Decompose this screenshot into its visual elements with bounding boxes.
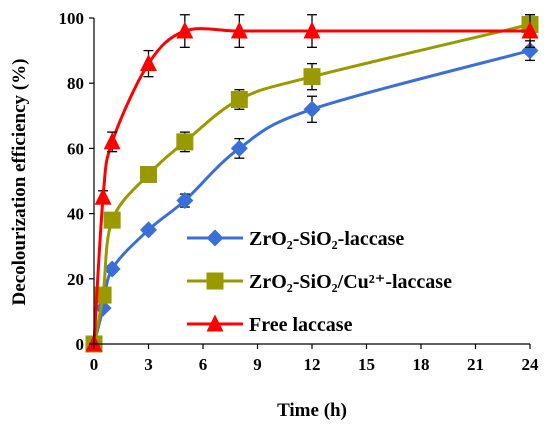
data-point xyxy=(176,133,194,151)
x-tick-label: 12 xyxy=(304,355,321,374)
plot-area xyxy=(85,14,539,353)
data-point xyxy=(176,192,194,210)
data-point xyxy=(521,42,539,60)
data-point xyxy=(303,68,321,86)
legend-label: Free laccase xyxy=(249,314,353,336)
data-point xyxy=(230,21,248,39)
data-point xyxy=(103,132,121,150)
x-tick-label: 15 xyxy=(358,355,375,374)
legend-marker xyxy=(206,272,224,290)
data-point xyxy=(140,165,157,183)
data-point xyxy=(103,211,121,229)
legend-label: ZrO₂-SiO₂-laccase xyxy=(249,228,404,250)
y-axis-title: Decolourization efficiency (%) xyxy=(9,59,30,306)
x-tick-label: 9 xyxy=(253,355,262,374)
data-point xyxy=(521,21,539,39)
data-point xyxy=(230,139,248,157)
y-tick-label: 40 xyxy=(67,205,84,224)
legend-marker xyxy=(206,314,224,332)
x-tick-label: 6 xyxy=(199,355,208,374)
data-point xyxy=(303,100,321,118)
data-point xyxy=(176,21,194,39)
legend-marker xyxy=(206,229,224,247)
x-tick-label: 21 xyxy=(467,355,484,374)
legend-label: ZrO₂-SiO₂/Cu²⁺-laccase xyxy=(249,271,452,293)
data-point xyxy=(103,260,121,278)
series-free-laccase xyxy=(85,14,539,352)
data-point xyxy=(140,221,157,239)
x-tick-label: 24 xyxy=(522,355,540,374)
x-tick-label: 3 xyxy=(144,355,153,374)
x-tick-label: 18 xyxy=(413,355,430,374)
data-point xyxy=(230,91,248,108)
y-tick-label: 60 xyxy=(67,139,84,158)
axes: 0 20 40 60 80 100 0 3 6 9 12 15 18 21 24 xyxy=(59,9,540,374)
y-tick-label: 80 xyxy=(67,74,84,93)
data-point xyxy=(94,187,112,205)
y-tick-label: 0 xyxy=(76,335,85,354)
legend: ZrO₂-SiO₂-laccase ZrO₂-SiO₂/Cu²⁺-laccase F… xyxy=(187,228,452,336)
x-axis-title: Time (h) xyxy=(277,400,347,421)
data-point xyxy=(303,21,321,39)
series-line xyxy=(92,49,531,345)
data-point xyxy=(94,286,112,304)
data-point xyxy=(140,54,157,72)
x-tick-label: 0 xyxy=(90,355,99,374)
y-tick-label: 20 xyxy=(67,270,84,289)
y-tick-label: 100 xyxy=(59,9,85,28)
